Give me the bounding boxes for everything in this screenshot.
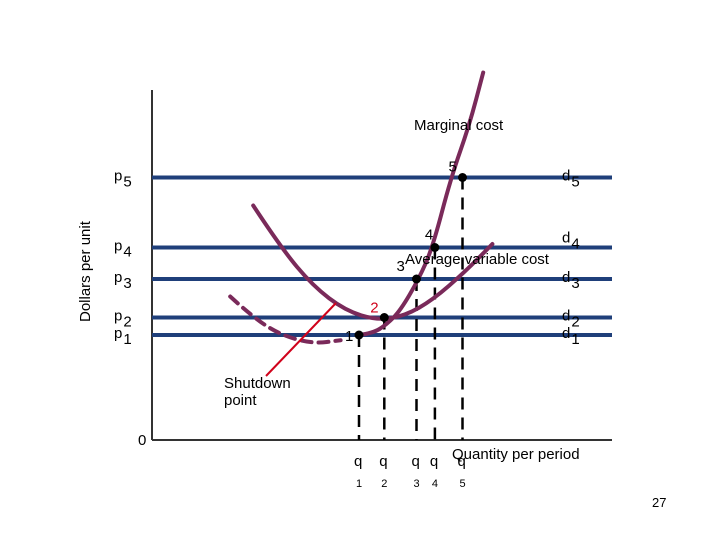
price-label-2: p2: [114, 308, 132, 331]
point-1: [354, 330, 364, 340]
avc-label: Average variable cost: [405, 251, 550, 268]
demand-label-4: d4: [562, 230, 580, 253]
q-label-3: q: [412, 453, 420, 470]
drop-lines: [357, 177, 464, 440]
demand-label-1: d1: [562, 325, 580, 348]
demand-label-3: d3: [562, 269, 580, 292]
q-label-2: q: [379, 453, 387, 470]
curve-2: [228, 294, 343, 345]
q-label-5: q: [458, 453, 466, 470]
points: 12 3 4 5: [345, 159, 467, 345]
curves: [228, 70, 495, 345]
price-label-5: p5: [114, 168, 132, 191]
curve-0: [357, 70, 486, 337]
x-axis-label: Quantity per period: [452, 446, 580, 463]
point-label-5: 5: [449, 159, 457, 176]
point-5: [458, 173, 467, 182]
demand-label-5: d5: [562, 168, 580, 191]
demand-label-2: d2: [562, 308, 580, 331]
marginal-cost-label: Marginal cost: [414, 117, 504, 134]
shutdown-label-line1: Shutdown: [224, 375, 291, 392]
q-label-1: q: [354, 453, 362, 470]
q-sub-5: 5: [460, 478, 466, 490]
q-sub-2: 2: [381, 478, 387, 490]
point-label-4: 4: [425, 227, 433, 244]
q-sub-4: 4: [432, 478, 438, 490]
page-number: 27: [652, 495, 667, 510]
point-label-1: 1: [345, 328, 353, 345]
price-label-3: p3: [114, 269, 132, 292]
q-sub-3: 3: [414, 478, 420, 490]
shutdown-arrow: [265, 302, 337, 377]
q-sub-1: 1: [356, 478, 362, 490]
curve-1: [251, 203, 495, 321]
origin-label: 0: [138, 432, 146, 449]
point-4: [430, 243, 440, 252]
shutdown-label-line2: point: [224, 392, 257, 409]
price-label-1: p1: [114, 325, 132, 348]
point-label-2: 2: [370, 300, 378, 317]
price-lines: p5 d5 p4 d4 p3 d3 p2 d2 p1 d1: [114, 168, 612, 348]
q-label-4: q: [430, 453, 438, 470]
point-label-3: 3: [397, 258, 405, 275]
y-axis-label: Dollars per unit: [77, 220, 94, 322]
point-2: [379, 313, 389, 322]
price-label-4: p4: [114, 238, 132, 261]
point-3: [412, 274, 421, 284]
